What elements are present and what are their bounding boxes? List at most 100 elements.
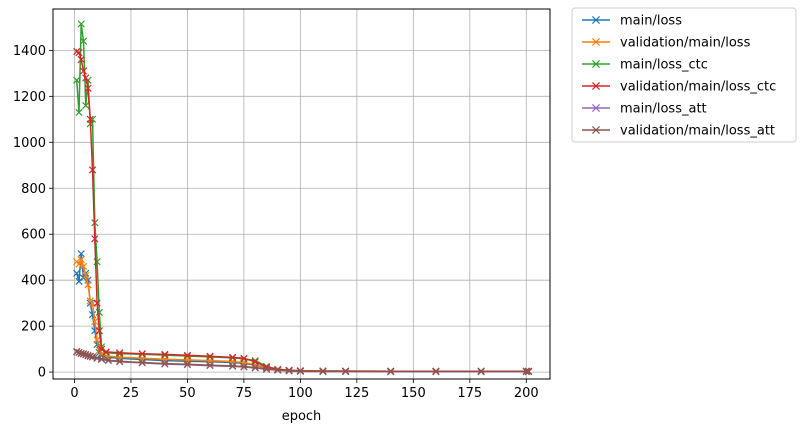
marker-stroke [93, 299, 101, 307]
marker-stroke [79, 262, 88, 271]
data-point-validation-main-loss [75, 260, 83, 268]
marker-stroke [296, 367, 304, 375]
marker-stroke [240, 362, 248, 371]
data-point-validation-main-loss-ctc [82, 74, 90, 82]
data-point-validation-main-loss-att [206, 361, 214, 369]
data-point-validation-main-loss-att [387, 368, 395, 376]
x-tick-label: 200 [514, 386, 539, 401]
data-point-validation-main-loss-att [161, 359, 169, 368]
legend-label-validation-main-loss-att: validation/main/loss_att [620, 124, 775, 139]
marker-stroke [274, 366, 282, 374]
marker-stroke [82, 271, 90, 280]
x-axis: 0 25 50 75 100 125 150 175 200 [70, 379, 539, 401]
x-tick-label: 175 [457, 386, 482, 401]
data-point-validation-main-loss-att [319, 367, 327, 376]
marker-stroke [93, 336, 101, 344]
data-point-validation-main-loss-att [97, 355, 106, 363]
marker-stroke [138, 358, 146, 367]
data-point-validation-main-loss-att [104, 356, 112, 364]
marker-stroke [228, 353, 237, 362]
marker-stroke [73, 269, 81, 277]
x-axis-title: epoch [282, 409, 322, 424]
x-tick-label: 25 [123, 386, 140, 401]
series-line-validation-main-loss-ctc [76, 50, 529, 372]
marker-stroke [319, 367, 327, 376]
x-tick-label: 75 [236, 386, 253, 401]
marker-stroke [73, 76, 81, 84]
marker-stroke [116, 349, 124, 357]
data-point-validation-main-loss-ctc [228, 353, 237, 362]
data-point-validation-main-loss-ctc [86, 115, 94, 123]
data-point-validation-main-loss-att [296, 367, 304, 375]
data-point-validation-main-loss-att [86, 352, 94, 360]
legend-label-main-loss-att: main/loss_att [620, 102, 707, 117]
data-point-validation-main-loss-att [341, 367, 350, 376]
data-point-validation-main-loss-att [73, 348, 81, 356]
data-point-validation-main-loss-ctc [102, 348, 110, 356]
marker-stroke [93, 354, 101, 362]
data-point-validation-main-loss [79, 262, 88, 271]
legend-marker [591, 59, 601, 69]
legend-label-main-loss-ctc: main/loss_ctc [620, 58, 708, 73]
marker-stroke [341, 367, 350, 376]
data-point-validation-main-loss-att [84, 351, 92, 359]
marker-stroke [91, 235, 99, 243]
legend-frame [571, 7, 797, 143]
marker-stroke [77, 349, 85, 357]
y-tick-label: 1000 [13, 136, 46, 151]
marker-stroke [79, 67, 88, 75]
data-point-validation-main-loss-att [77, 349, 85, 357]
legend-marker [591, 15, 601, 25]
data-point-validation-main-loss-att [262, 365, 271, 373]
marker-stroke [432, 368, 440, 376]
marker-stroke [251, 363, 259, 372]
marker-stroke [84, 351, 92, 359]
marker-stroke [88, 166, 97, 174]
marker-stroke [82, 350, 90, 359]
x-tick-label: 150 [401, 386, 426, 401]
y-tick-label: 1400 [13, 44, 46, 59]
legend-marker [591, 125, 601, 135]
marker-stroke [82, 74, 90, 82]
data-point-main-loss-ctc [73, 76, 81, 84]
data-point-validation-main-loss-ctc [161, 350, 169, 359]
x-tick-label: 100 [288, 386, 313, 401]
marker-stroke [91, 317, 99, 326]
legend-marker [591, 37, 601, 47]
marker-stroke [97, 355, 106, 363]
data-point-main-loss [77, 250, 85, 258]
data-point-validation-main-loss-ctc [79, 67, 88, 75]
marker-stroke [79, 37, 88, 45]
legend-label-main-loss: main/loss [620, 14, 682, 29]
x-tick-label: 50 [179, 386, 196, 401]
data-point-validation-main-loss-att [274, 366, 282, 374]
y-tick-label: 1200 [13, 90, 46, 105]
data-point-validation-main-loss [84, 281, 92, 289]
data-point-validation-main-loss-att [477, 368, 485, 376]
marker-stroke [77, 55, 85, 64]
data-point-validation-main-loss-att [240, 362, 248, 371]
legend: main/loss validation/main/loss main/loss_c… [571, 7, 797, 143]
plot-frame [52, 8, 551, 380]
data-point-validation-main-loss-ctc [95, 327, 103, 335]
marker-stroke [228, 362, 237, 370]
marker-stroke [161, 359, 169, 368]
grid [53, 9, 550, 379]
data-point-validation-main-loss [91, 317, 99, 326]
y-tick-label: 800 [21, 182, 46, 197]
marker-stroke [73, 47, 81, 56]
data-point-validation-main-loss-att [93, 354, 101, 362]
marker-stroke [95, 308, 103, 316]
y-tick-label: 600 [21, 228, 46, 243]
marker-stroke [477, 368, 485, 376]
data-point-validation-main-loss-ctc [75, 49, 83, 57]
marker-stroke [75, 277, 83, 285]
legend-label-validation-main-loss-ctc: validation/main/loss_ctc [620, 80, 776, 95]
data-point-validation-main-loss-ctc [240, 354, 248, 362]
marker-stroke [138, 350, 146, 358]
data-point-validation-main-loss-ctc [183, 351, 192, 359]
marker-stroke [75, 348, 83, 356]
marker-stroke [88, 353, 97, 361]
x-tick-label: 0 [70, 386, 78, 401]
